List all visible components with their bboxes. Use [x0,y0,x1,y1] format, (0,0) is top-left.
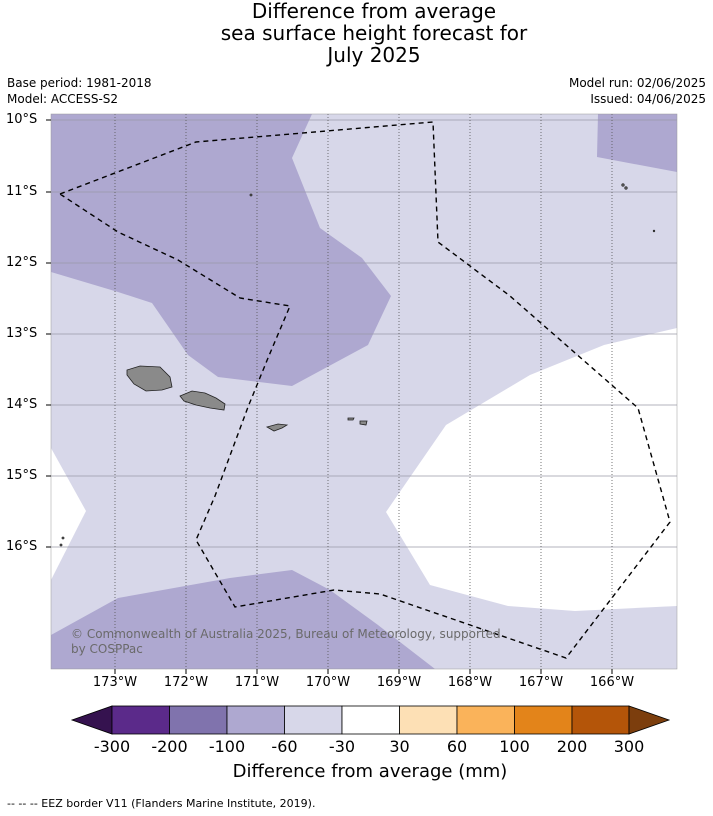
island-ofu [347,417,355,421]
anomaly-region-medium-north [51,114,391,386]
colorbar-tick-label: -300 [93,737,131,756]
island-swains-1 [621,183,625,187]
model-name: Model: ACCESS-S2 [7,92,119,106]
colorbar-bin-5 [341,705,400,735]
colorbar-tick-label: 200 [556,737,588,756]
island-west-2 [59,543,63,547]
lon-label-171w: 171°W [234,675,280,690]
lat-label-13s: 13°S [6,326,38,341]
lat-label-11s: 11°S [6,184,38,199]
colorbar-bin-1 [111,705,170,735]
colorbar-bin-3 [226,705,285,735]
colorbar-tick-label: -200 [151,737,188,756]
colorbar-tick-label: 100 [499,737,530,756]
island-west-1 [61,536,65,540]
eez-footnote: -- -- -- EEZ border V11 (Flanders Marine… [7,797,316,810]
longitude-gridlines [114,114,613,669]
anomaly-region-neutral [386,328,677,611]
colorbar-bin-8 [514,705,573,735]
colorbar-title: Difference from average (mm) [232,761,508,782]
colorbar-bin-6 [399,705,458,735]
colorbar-tick-label: -60 [271,737,298,756]
island-north [249,193,253,197]
latitude-gridlines [51,119,677,548]
lat-label-14s: 14°S [6,397,38,412]
title-line-3: July 2025 [327,43,421,67]
base-period: Base period: 1981-2018 [7,76,152,90]
lon-label-170w: 170°W [305,675,351,690]
colorbar-bin-2 [169,705,228,735]
colorbar-bin-7 [456,705,515,735]
metadata-left: Base period: 1981-2018 Model: ACCESS-S2 [7,75,152,107]
lon-label-172w: 172°W [163,675,209,690]
eez-borders [59,121,671,659]
colorbar-tick-label: 30 [389,737,410,756]
lon-label-167w: 167°W [518,675,564,690]
copyright-line-1: © Commonwealth of Australia 2025, Bureau… [71,627,501,641]
colorbar-bin-4 [284,705,343,735]
colorbar-tick-label: 60 [446,737,468,756]
colorbar-max-arrow [628,705,671,735]
anomaly-region-medium-south [51,570,435,669]
axis-ticks [46,119,613,674]
lat-label-16s: 16°S [6,539,38,554]
lat-label-12s: 12°S [6,255,38,270]
title-line-1: Difference from average [251,0,497,23]
lon-label-168w: 168°W [447,675,493,690]
lon-label-173w: 173°W [92,675,138,690]
island-tau [359,420,368,426]
island-east [652,229,656,233]
island-swains-2 [624,186,628,190]
colorbar-tick-label: -30 [328,737,356,756]
lat-label-10s: 10°S [6,112,38,127]
copyright-line-2: by COSPPac [71,642,143,656]
lon-label-169w: 169°W [376,675,422,690]
issued-date: Issued: 04/06/2025 [590,92,706,106]
title-line-2: sea surface height forecast for [220,21,528,45]
colorbar-min-arrow [70,705,113,735]
island-tutuila [265,423,289,432]
anomaly-region-medium-northeast [597,114,677,172]
model-run: Model run: 02/06/2025 [568,76,706,90]
lon-label-166w: 166°W [589,675,635,690]
eez-border-west [59,121,671,659]
map-frame [50,113,678,670]
colorbar-bin-9 [571,705,630,735]
island-savaii [126,365,173,392]
colorbar [70,705,671,735]
islands [59,183,656,547]
lat-label-15s: 15°S [6,468,38,483]
island-upolu [179,390,226,411]
chart-title: Difference from average sea surface heig… [0,0,713,66]
colorbar-tick-label: -100 [208,737,246,756]
metadata-right: Model run: 02/06/2025 Issued: 04/06/2025 [569,75,706,107]
colorbar-tick-label: 300 [613,737,645,756]
